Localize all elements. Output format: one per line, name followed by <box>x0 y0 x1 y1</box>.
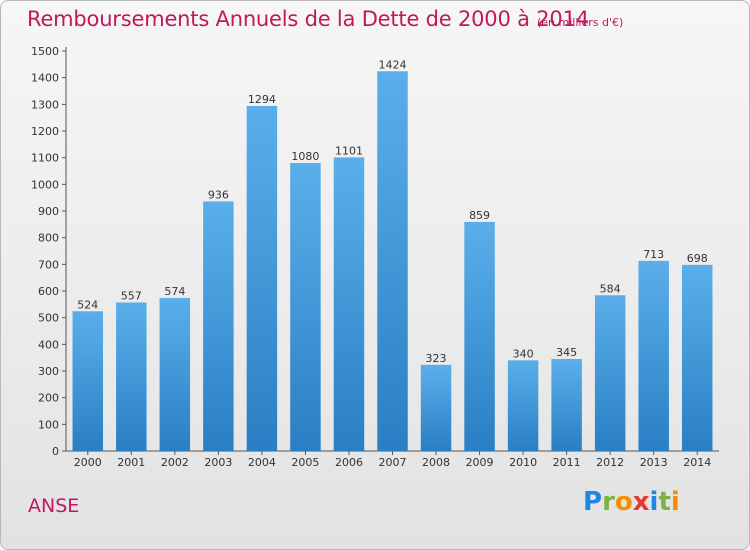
y-tick-label: 100 <box>38 418 59 431</box>
y-tick-label: 600 <box>38 285 59 298</box>
chart-unit: (en milliers d'€) <box>537 16 624 29</box>
y-tick-label: 1500 <box>31 45 59 58</box>
y-tick-label: 1000 <box>31 178 59 191</box>
bar <box>377 71 408 452</box>
logo-letter: P <box>583 487 603 517</box>
bar <box>507 360 539 451</box>
x-tick-label: 2007 <box>379 456 407 469</box>
data-label: 557 <box>121 289 142 302</box>
data-label: 584 <box>600 282 621 295</box>
data-label: 1294 <box>248 93 276 106</box>
x-tick-label: 2005 <box>291 456 319 469</box>
bar <box>420 364 452 451</box>
data-label: 1080 <box>291 150 319 163</box>
data-label: 698 <box>687 252 708 265</box>
proxiti-logo: Proxiti <box>583 487 680 517</box>
y-tick-label: 700 <box>38 258 59 271</box>
bar <box>638 260 669 451</box>
y-tick-label: 1200 <box>31 125 59 138</box>
x-tick-label: 2008 <box>422 456 450 469</box>
data-label: 574 <box>164 285 185 298</box>
data-label: 524 <box>77 298 98 311</box>
bar <box>246 105 278 451</box>
x-tick-label: 2011 <box>553 456 581 469</box>
logo-letter: t <box>658 487 671 517</box>
logo-letter: i <box>649 487 659 517</box>
y-tick-label: 1300 <box>31 98 59 111</box>
x-tick-label: 2014 <box>683 456 711 469</box>
data-label: 345 <box>556 346 577 359</box>
y-tick-label: 1100 <box>31 152 59 165</box>
x-tick-label: 2000 <box>74 456 102 469</box>
bar <box>464 221 495 451</box>
logo-letter: r <box>602 487 615 517</box>
data-label: 340 <box>513 347 534 360</box>
y-tick-label: 200 <box>38 392 59 405</box>
bar <box>681 264 713 451</box>
x-tick-label: 2013 <box>640 456 668 469</box>
bar <box>72 311 104 451</box>
y-tick-label: 300 <box>38 365 59 378</box>
bar <box>290 163 321 451</box>
data-label: 713 <box>643 248 664 261</box>
x-tick-label: 2001 <box>117 456 145 469</box>
bar <box>116 302 147 451</box>
x-tick-label: 2010 <box>509 456 537 469</box>
chart-title: Remboursements Annuels de la Dette de 20… <box>27 7 589 31</box>
bar <box>594 295 626 451</box>
y-tick-label: 500 <box>38 312 59 325</box>
y-tick-label: 1400 <box>31 72 59 85</box>
commune-name: ANSE <box>28 495 80 517</box>
x-tick-label: 2004 <box>248 456 276 469</box>
bar <box>551 359 582 451</box>
x-tick-label: 2002 <box>161 456 189 469</box>
x-tick-label: 2009 <box>466 456 494 469</box>
data-label: 859 <box>469 209 490 222</box>
y-tick-label: 800 <box>38 232 59 245</box>
bar <box>203 201 234 451</box>
y-tick-label: 900 <box>38 205 59 218</box>
data-label: 1101 <box>335 144 363 157</box>
bar <box>333 157 365 451</box>
data-label: 936 <box>208 188 229 201</box>
x-tick-label: 2006 <box>335 456 363 469</box>
y-tick-label: 400 <box>38 338 59 351</box>
logo-letter: i <box>670 487 680 517</box>
y-tick-label: 0 <box>52 445 59 458</box>
data-label: 323 <box>426 352 447 365</box>
x-tick-label: 2012 <box>596 456 624 469</box>
logo-letter: x <box>632 487 650 517</box>
x-tick-label: 2003 <box>204 456 232 469</box>
bar <box>159 297 191 451</box>
data-label: 1424 <box>379 58 407 71</box>
logo-letter: o <box>614 487 633 517</box>
